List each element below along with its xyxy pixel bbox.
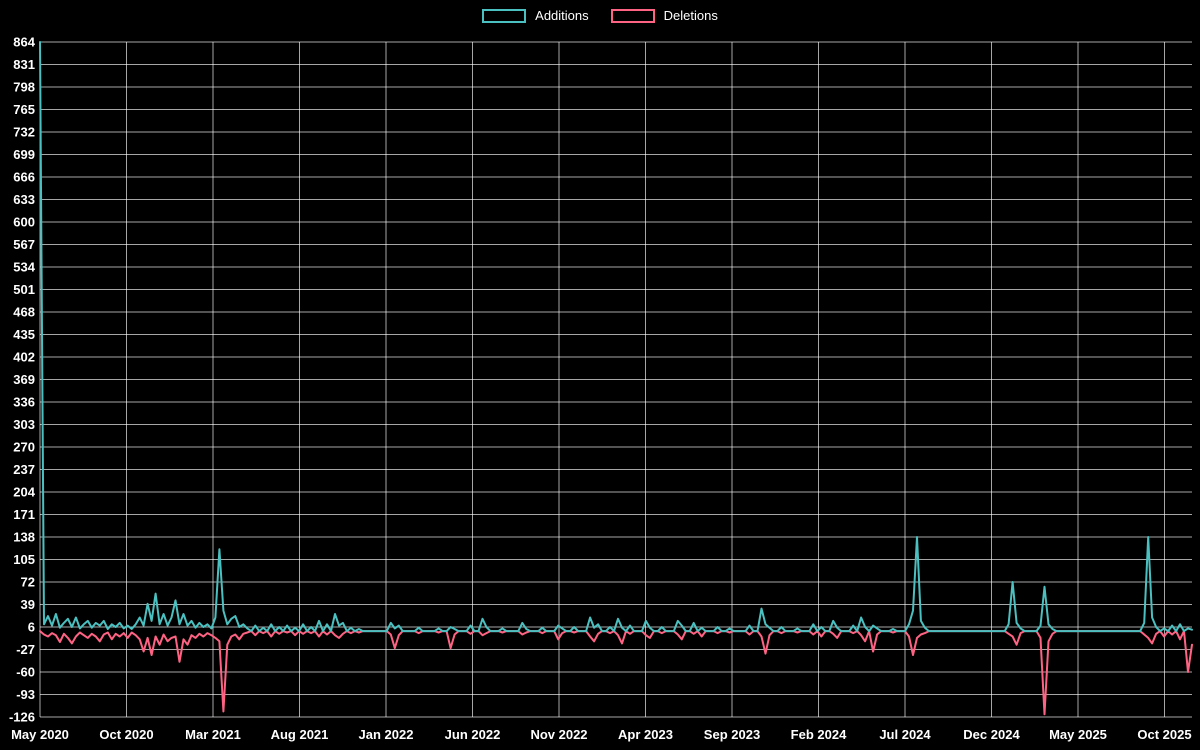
y-tick-label: 798 bbox=[13, 80, 35, 95]
x-tick-label: May 2020 bbox=[11, 727, 69, 742]
x-tick-label: Nov 2022 bbox=[530, 727, 587, 742]
y-tick-label: 138 bbox=[13, 530, 35, 545]
x-tick-label: Mar 2021 bbox=[185, 727, 241, 742]
additions-legend-label: Additions bbox=[535, 8, 589, 23]
y-tick-label: 666 bbox=[13, 170, 35, 185]
y-tick-label: 600 bbox=[13, 215, 35, 230]
y-tick-label: 732 bbox=[13, 125, 35, 140]
y-tick-label: 864 bbox=[13, 35, 35, 50]
y-tick-label: 435 bbox=[13, 327, 35, 342]
grid: 864 831 798 765 732 699 666 633 600 567 534 501 468 4… bbox=[9, 35, 1192, 742]
y-tick-label: 336 bbox=[13, 395, 35, 410]
series-lines bbox=[39, 41, 1193, 716]
y-tick-label: 270 bbox=[13, 440, 35, 455]
y-tick-label: 765 bbox=[13, 102, 35, 117]
deletions-legend-swatch bbox=[610, 8, 655, 23]
deletions-legend-label: Deletions bbox=[663, 8, 718, 23]
x-tick-label: Oct 2020 bbox=[99, 727, 153, 742]
y-tick-label: 567 bbox=[13, 237, 35, 252]
y-tick-label: 204 bbox=[13, 485, 35, 500]
series-additions-line bbox=[39, 41, 1193, 633]
y-tick-label: -93 bbox=[16, 687, 35, 702]
x-tick-label: Aug 2021 bbox=[271, 727, 329, 742]
y-tick-label: 303 bbox=[13, 417, 35, 432]
x-tick-label: Oct 2025 bbox=[1137, 727, 1191, 742]
x-tick-label: Jun 2022 bbox=[445, 727, 501, 742]
legend-item-deletions[interactable]: Deletions bbox=[610, 8, 718, 23]
additions-legend-swatch bbox=[482, 8, 527, 23]
x-tick-label: Sep 2023 bbox=[704, 727, 760, 742]
y-tick-label: 402 bbox=[13, 350, 35, 365]
y-tick-label: -27 bbox=[16, 642, 35, 657]
legend-item-additions[interactable]: Additions bbox=[482, 8, 589, 23]
y-tick-label: 72 bbox=[21, 575, 35, 590]
x-tick-label: Jul 2024 bbox=[879, 727, 931, 742]
x-tick-label: Dec 2024 bbox=[963, 727, 1020, 742]
y-tick-label: -126 bbox=[9, 710, 35, 725]
y-tick-label: 369 bbox=[13, 372, 35, 387]
y-tick-label: 171 bbox=[13, 507, 35, 522]
y-tick-label: -60 bbox=[16, 665, 35, 680]
y-tick-label: 39 bbox=[21, 597, 35, 612]
y-tick-label: 501 bbox=[13, 282, 35, 297]
chart-legend: Additions Deletions bbox=[0, 8, 1200, 23]
y-tick-label: 831 bbox=[13, 57, 35, 72]
y-tick-label: 468 bbox=[13, 305, 35, 320]
x-tick-label: May 2025 bbox=[1049, 727, 1107, 742]
y-tick-label: 105 bbox=[13, 552, 35, 567]
x-tick-label: Feb 2024 bbox=[791, 727, 847, 742]
y-tick-label: 6 bbox=[28, 620, 35, 635]
y-tick-label: 237 bbox=[13, 462, 35, 477]
y-tick-label: 534 bbox=[13, 260, 35, 275]
x-tick-label: Jan 2022 bbox=[359, 727, 414, 742]
x-tick-label: Apr 2023 bbox=[618, 727, 673, 742]
y-tick-label: 699 bbox=[13, 147, 35, 162]
y-tick-label: 633 bbox=[13, 192, 35, 207]
